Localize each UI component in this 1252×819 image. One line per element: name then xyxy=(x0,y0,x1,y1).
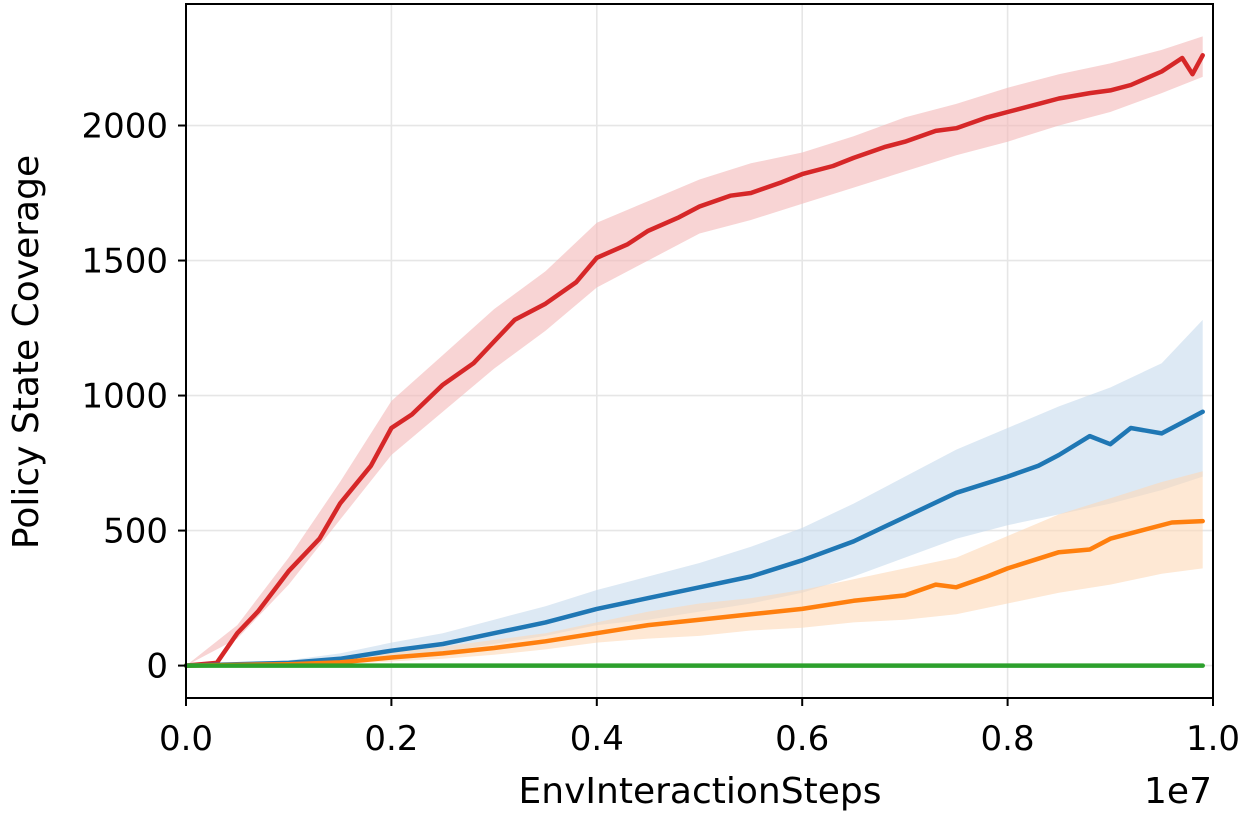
y-tick-label: 0 xyxy=(146,647,168,687)
x-axis-label: EnvInteractionSteps xyxy=(519,771,882,812)
x-tick-label: 0.8 xyxy=(981,719,1035,759)
x-tick-label: 0.6 xyxy=(775,719,829,759)
confidence-bands xyxy=(186,36,1203,666)
y-tick-label: 2000 xyxy=(81,107,168,147)
series-1-line xyxy=(183,409,1205,668)
y-axis-label: Policy State Coverage xyxy=(6,155,47,549)
series-2-band xyxy=(186,471,1203,666)
x-axis-offset-label: 1e7 xyxy=(1144,771,1212,812)
x-tick-label: 0.4 xyxy=(570,719,624,759)
x-tick-label: 1.0 xyxy=(1186,719,1240,759)
x-tick-label: 0.2 xyxy=(364,719,418,759)
x-axis-ticks: 0.0 0.2 0.4 0.6 0.8 1.0 xyxy=(159,698,1240,759)
series-0-band xyxy=(186,36,1203,666)
y-axis-ticks: 0 500 1000 1500 2000 xyxy=(81,107,186,687)
plot-frame xyxy=(185,3,1214,699)
y-tick-label: 500 xyxy=(103,512,168,552)
y-tick-label: 1500 xyxy=(81,242,168,282)
series-lines xyxy=(183,53,1205,668)
x-tick-label: 0.0 xyxy=(159,719,213,759)
y-tick-label: 1000 xyxy=(81,377,168,417)
series-0-line xyxy=(183,53,1205,668)
series-1-band xyxy=(186,319,1203,666)
series-2-line xyxy=(183,518,1205,668)
